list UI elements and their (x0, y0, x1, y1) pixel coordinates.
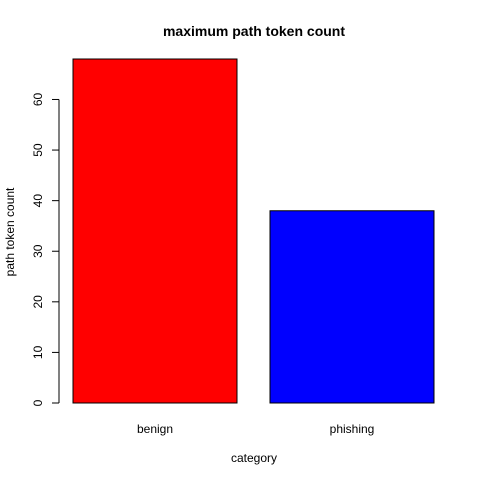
y-ticks-group: 0 10 20 30 40 50 60 (31, 92, 59, 406)
y-tick-label-40: 40 (31, 194, 45, 208)
category-label-phishing: phishing (330, 422, 375, 436)
category-labels-group: benign phishing (137, 422, 374, 436)
y-tick-label-0: 0 (31, 399, 45, 406)
y-tick-label-30: 30 (31, 244, 45, 258)
y-axis-label: path token count (3, 187, 17, 276)
chart-title: maximum path token count (163, 23, 345, 39)
bar-benign (72, 58, 238, 404)
category-label-benign: benign (137, 422, 173, 436)
y-tick-label-50: 50 (31, 143, 45, 157)
bars-group (72, 58, 435, 404)
y-tick-label-10: 10 (31, 345, 45, 359)
y-tick-label-60: 60 (31, 92, 45, 106)
bar-phishing (269, 210, 435, 404)
y-tick-label-20: 20 (31, 295, 45, 309)
x-axis-label: category (231, 451, 277, 465)
